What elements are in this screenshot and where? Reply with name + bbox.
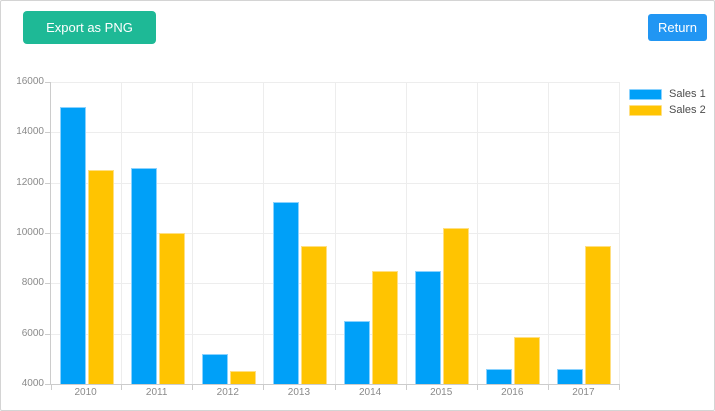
v-gridline: [477, 82, 478, 384]
y-tick-label: 4000: [21, 378, 44, 389]
x-category-label: 2010: [74, 387, 97, 398]
x-category-label: 2013: [287, 387, 311, 398]
x-category-label: 2012: [216, 387, 239, 398]
v-gridline: [335, 82, 336, 384]
legend-swatch-icon: [629, 88, 662, 100]
x-tick: [192, 385, 193, 390]
y-tick: [45, 334, 50, 335]
v-gridline: [192, 82, 193, 384]
bar-sales1-2011[interactable]: [130, 168, 157, 384]
x-tick: [548, 385, 549, 390]
y-axis-labels: 4000 6000 8000 10000 12000 14000 16000: [1, 76, 44, 389]
x-category-label: 2017: [572, 387, 595, 398]
v-gridline: [121, 82, 122, 384]
x-category-label: 2015: [430, 387, 453, 398]
plot-area: [45, 82, 620, 390]
x-category-label: 2014: [358, 387, 382, 398]
v-gridline: [619, 82, 620, 384]
y-tick-label: 8000: [21, 277, 44, 288]
y-tick-label: 16000: [16, 76, 44, 87]
bar-sales2-2011[interactable]: [158, 233, 185, 384]
x-tick: [121, 385, 122, 390]
y-tick-label: 14000: [16, 126, 44, 137]
legend-label: Sales 2: [669, 104, 706, 116]
y-tick-label: 12000: [16, 177, 44, 188]
y-tick: [45, 283, 50, 284]
v-gridline: [263, 82, 264, 384]
v-gridline: [548, 82, 549, 384]
x-category-label: 2016: [501, 387, 524, 398]
x-tick: [263, 385, 264, 390]
y-tick: [45, 82, 50, 83]
bar-sales2-2015[interactable]: [443, 228, 470, 384]
bar-sales1-2016[interactable]: [486, 369, 513, 384]
bar-sales1-2012[interactable]: [201, 354, 228, 384]
x-axis-labels: 2010 2011 2012 2013 2014 2015 2016 2017: [50, 387, 619, 403]
y-tick-label: 6000: [21, 328, 44, 339]
x-tick: [406, 385, 407, 390]
return-button[interactable]: Return: [647, 14, 707, 41]
bar-sales1-2015[interactable]: [415, 271, 442, 384]
export-png-button[interactable]: Export as PNG: [23, 11, 156, 44]
bar-sales1-2013[interactable]: [272, 202, 299, 384]
x-tick: [619, 385, 620, 390]
y-tick: [45, 384, 50, 385]
bar-sales2-2012[interactable]: [229, 371, 256, 384]
y-tick: [45, 233, 50, 234]
v-gridline: [406, 82, 407, 384]
legend: Sales 1 Sales 2: [629, 88, 706, 120]
legend-item-sales1[interactable]: Sales 1: [629, 88, 706, 100]
bar-sales1-2017[interactable]: [557, 369, 584, 384]
x-category-label: 2011: [145, 387, 168, 398]
bar-sales2-2014[interactable]: [372, 271, 399, 384]
bar-sales2-2016[interactable]: [514, 337, 541, 384]
bar-sales2-2013[interactable]: [300, 246, 327, 384]
legend-label: Sales 1: [669, 88, 706, 100]
y-tick: [45, 183, 50, 184]
legend-item-sales2[interactable]: Sales 2: [629, 104, 706, 116]
x-tick: [51, 385, 52, 390]
bar-sales2-2010[interactable]: [87, 170, 114, 384]
y-tick-label: 10000: [16, 227, 44, 238]
bar-sales1-2010[interactable]: [59, 107, 86, 384]
bar-sales1-2014[interactable]: [344, 321, 371, 384]
bar-sales2-2017[interactable]: [585, 246, 612, 384]
x-tick: [477, 385, 478, 390]
y-tick: [45, 132, 50, 133]
legend-swatch-icon: [629, 104, 662, 116]
x-tick: [335, 385, 336, 390]
